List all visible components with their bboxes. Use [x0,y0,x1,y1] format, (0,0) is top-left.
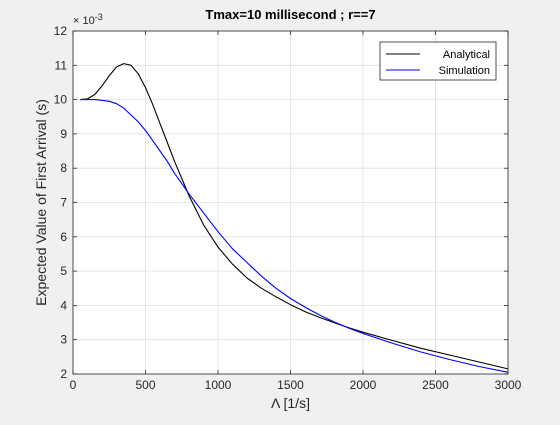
y-tick-label: 9 [60,127,67,141]
legend: Analytical Simulation [379,41,497,81]
x-tick-label: 2500 [422,378,449,392]
x-tick-label: 2000 [350,378,377,392]
y-axis-label: Expected Value of First Arrival (s) [33,99,49,306]
legend-box [379,41,497,81]
y-exponent-base: × 10 [73,15,95,27]
series-line-simulation [80,99,509,373]
y-tick-label: 6 [60,230,67,244]
x-tick-label: 500 [135,378,155,392]
series-line-analytical [80,63,509,370]
y-tick-label: 7 [60,196,67,210]
y-axis-exponent: × 10-3 [73,12,103,27]
x-tick-label: 3000 [495,378,522,392]
ticks: 0 500 1000 1500 2000 2500 3000 2 3 4 5 6 7 8 9 10 11 12 [54,24,522,392]
y-tick-label: 10 [54,93,68,107]
legend-label-analytical: Analytical [443,49,490,61]
x-tick-label: 1000 [205,378,232,392]
x-axis-label: Λ [1/s] [271,395,310,411]
legend-label-simulation: Simulation [439,65,490,77]
y-tick-label: 12 [54,24,68,38]
y-tick-label: 4 [60,298,67,312]
series-group [80,63,509,373]
y-tick-label: 3 [60,333,67,347]
y-tick-label: 11 [55,58,68,72]
x-tick-label: 1500 [277,378,304,392]
y-exponent-power: -3 [95,12,103,22]
y-tick-label: 8 [60,161,67,175]
y-tick-label: 5 [60,264,67,278]
x-tick-label: 0 [70,378,77,392]
chart-title: Tmax=10 millisecond ; r==7 [205,7,375,22]
y-tick-label: 2 [60,367,67,381]
